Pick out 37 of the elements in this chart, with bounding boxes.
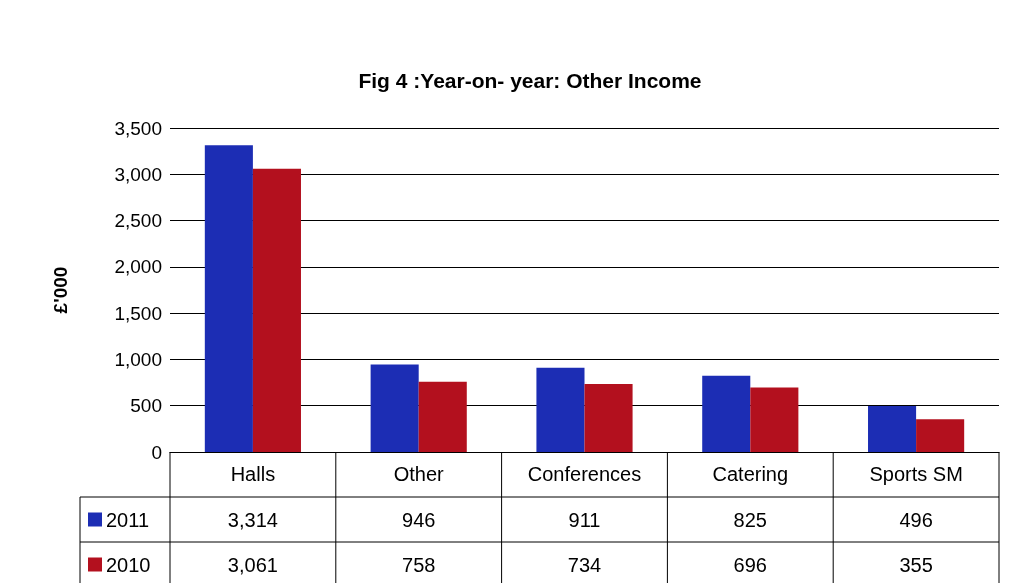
data-label: 734: [567, 553, 602, 576]
y-tick-label: 2,500: [114, 210, 162, 232]
legend-label: 2010: [106, 553, 151, 576]
x-tick-label: Halls: [230, 463, 276, 485]
chart-title: Fig 4 :Year-on- year: Other Income: [358, 69, 702, 92]
data-label: 825: [733, 508, 767, 531]
y-axis-title: £'000: [50, 266, 71, 314]
bar: [702, 375, 751, 452]
data-label: 696: [733, 553, 767, 576]
data-label: 3,314: [227, 508, 278, 531]
bar: [370, 364, 419, 452]
y-tick-label: 1,500: [114, 302, 162, 324]
x-tick-label: Other: [393, 463, 445, 485]
y-tick-label: 1,000: [114, 348, 162, 370]
bar: [252, 168, 301, 452]
data-label: 758: [402, 553, 436, 576]
data-label: 911: [568, 508, 601, 531]
bar: [204, 145, 253, 452]
data-label: 355: [899, 553, 933, 576]
y-tick-label: 0: [151, 441, 162, 463]
bar: [418, 381, 467, 452]
bar: [750, 387, 799, 452]
data-label: 496: [899, 508, 933, 531]
x-tick-label: Catering: [712, 463, 789, 485]
x-tick-label: Conferences: [527, 463, 642, 485]
y-tick-label: 2,000: [114, 256, 162, 278]
legend-label: 2011: [106, 508, 150, 531]
bar: [584, 384, 633, 452]
y-tick-label: 3,500: [114, 117, 162, 139]
data-label: 946: [402, 508, 436, 531]
bar: [868, 406, 917, 452]
x-tick-label: Sports SM: [869, 463, 963, 485]
data-label: 3,061: [227, 553, 278, 576]
bar: [916, 419, 965, 452]
y-tick-label: 3,000: [114, 163, 162, 185]
y-tick-label: 500: [130, 395, 162, 417]
bar: [536, 367, 585, 452]
